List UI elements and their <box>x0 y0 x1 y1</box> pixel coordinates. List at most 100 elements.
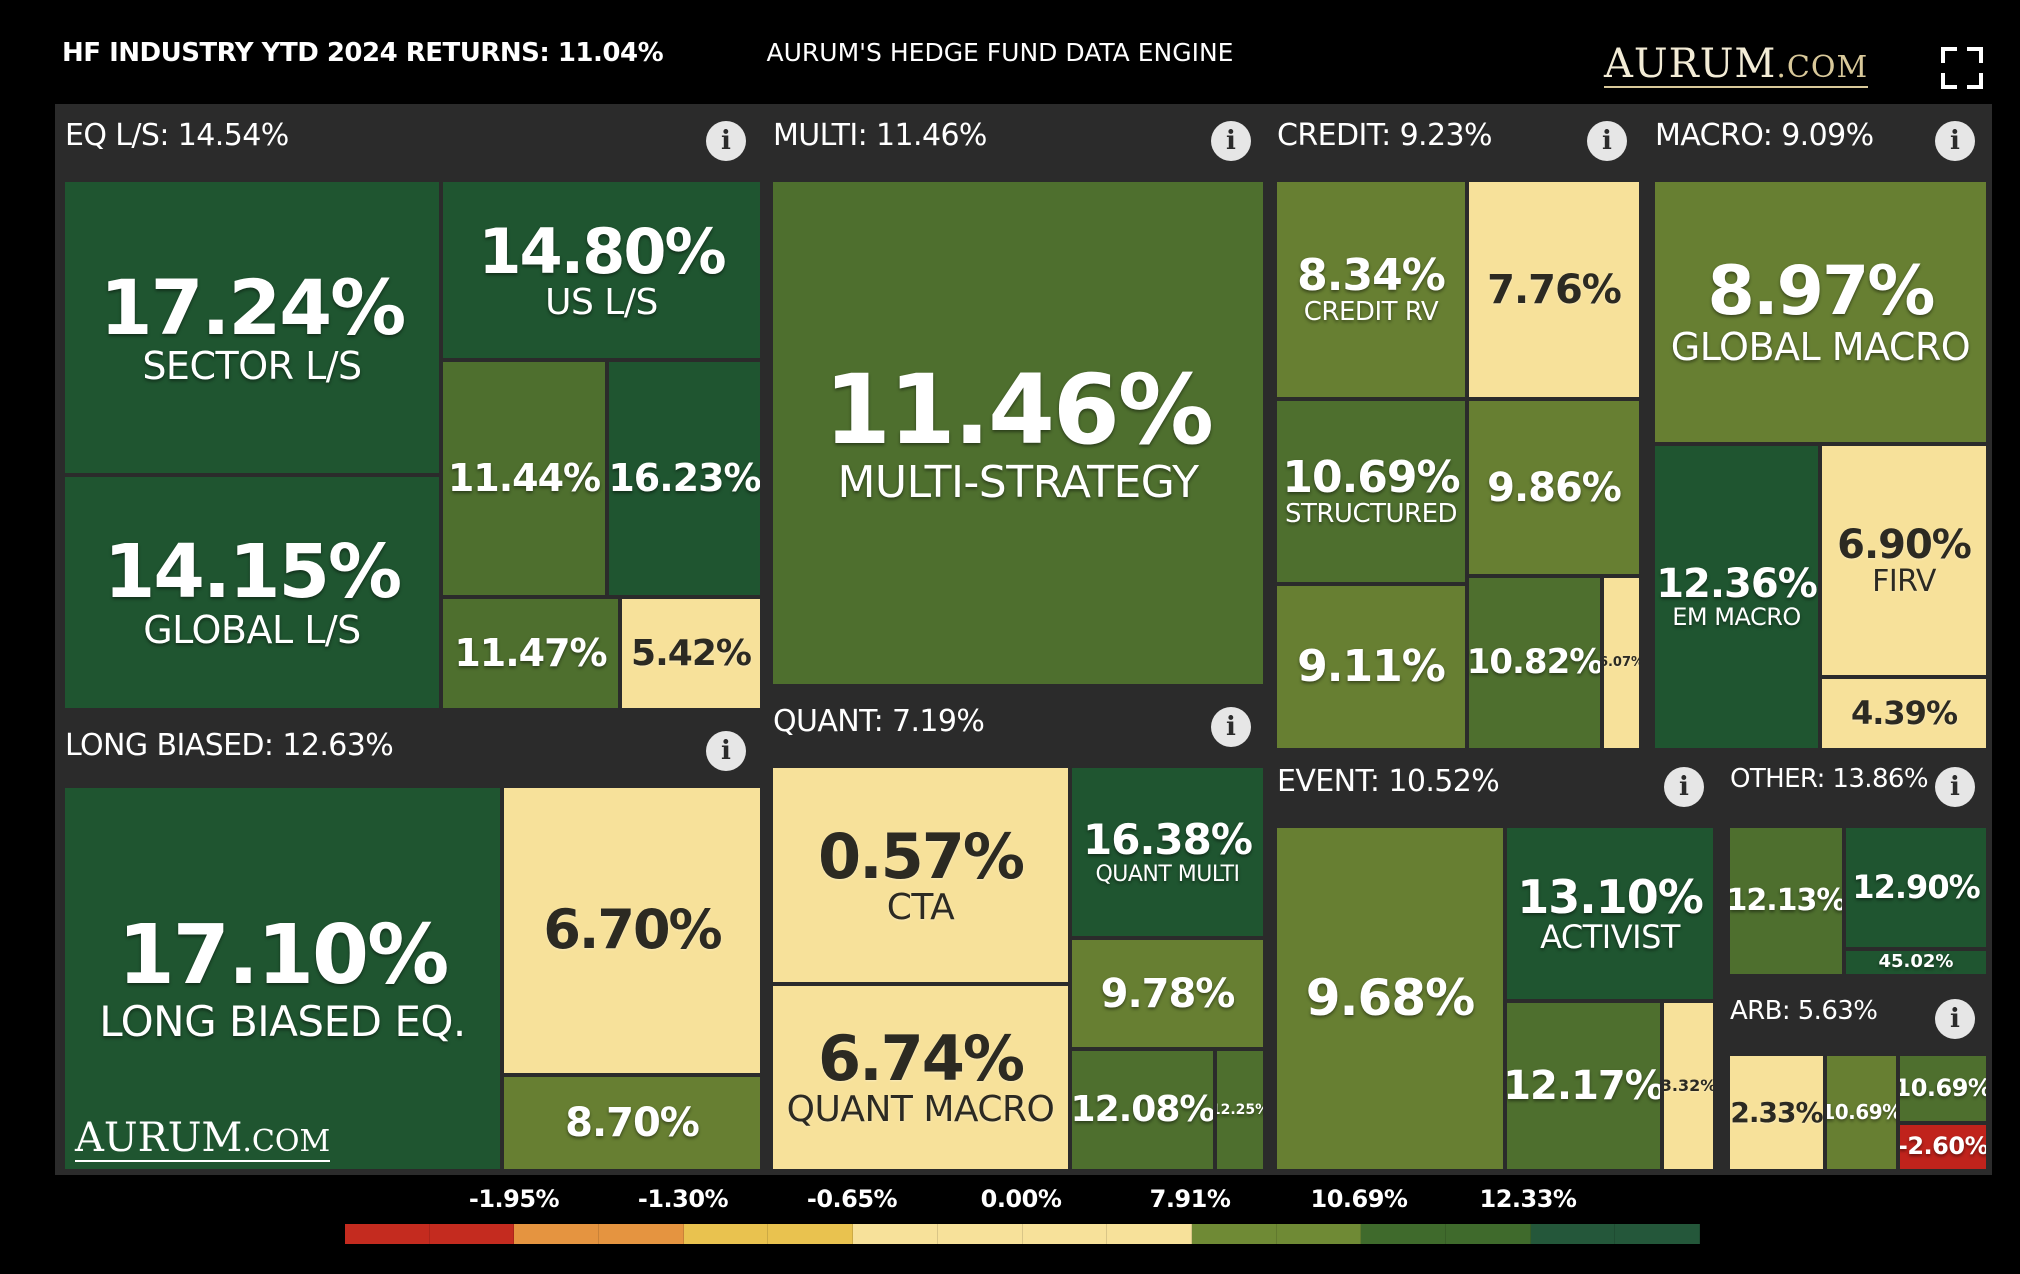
info-icon[interactable]: i <box>1935 999 1975 1039</box>
tile-macro-a[interactable]: 4.39% <box>1820 677 1988 750</box>
info-icon[interactable]: i <box>1935 767 1975 807</box>
tile-eq-a[interactable]: 11.44% <box>441 360 607 597</box>
tile-lb-a[interactable]: 6.70% <box>502 786 762 1075</box>
legend-color-scale <box>345 1224 1700 1244</box>
tile-value: 6.90% <box>1837 521 1972 568</box>
tile-other-c[interactable]: 45.02% <box>1844 949 1988 976</box>
tile-value: 12.17% <box>1505 1063 1662 1109</box>
tile-value: 4.39% <box>1850 693 1958 732</box>
tile-eq-c[interactable]: 11.47% <box>441 597 620 710</box>
tile-activist[interactable]: 13.10% ACTIVIST <box>1505 826 1715 1001</box>
tile-value: 6.74% <box>817 1022 1025 1096</box>
info-icon[interactable]: i <box>706 731 746 771</box>
legend-label: 10.69% <box>1310 1185 1408 1213</box>
tile-value: 45.02% <box>1878 951 1954 973</box>
tile-credit-b[interactable]: 9.86% <box>1467 399 1641 576</box>
tile-value: 11.47% <box>454 630 607 675</box>
tile-value: 6.70% <box>543 898 722 962</box>
info-icon[interactable]: i <box>1587 121 1627 161</box>
tile-credit-rv[interactable]: 8.34% CREDIT RV <box>1275 180 1467 399</box>
tile-eq-d[interactable]: 5.42% <box>620 597 762 710</box>
tile-value: 10.69% <box>1282 451 1460 503</box>
legend-label: -1.30% <box>637 1185 729 1213</box>
tile-name: STRUCTURED <box>1284 498 1458 529</box>
group-title-credit: CREDIT: 9.23% <box>1277 118 1492 153</box>
tile-value: 10.69% <box>1825 1100 1898 1124</box>
tile-em-macro[interactable]: 12.36% EM MACRO <box>1653 444 1820 750</box>
tile-global-macro[interactable]: 8.97% GLOBAL MACRO <box>1653 180 1988 444</box>
legend-swatch <box>768 1224 854 1244</box>
legend-swatch <box>514 1224 600 1244</box>
tile-event-a[interactable]: 9.68% <box>1275 826 1505 1171</box>
group-title-event: EVENT: 10.52% <box>1277 764 1500 799</box>
info-icon[interactable]: i <box>1211 121 1251 161</box>
tile-event-c[interactable]: 3.32% <box>1662 1001 1715 1171</box>
legend-swatch <box>1276 1224 1362 1244</box>
tile-value: 11.44% <box>447 455 601 500</box>
tile-arb-a[interactable]: 2.33% <box>1728 1054 1825 1171</box>
legend-swatch <box>1022 1224 1108 1244</box>
legend-label: 7.91% <box>1149 1185 1231 1213</box>
tile-quant-b[interactable]: 12.08% <box>1070 1049 1215 1171</box>
tile-value: 8.34% <box>1297 249 1446 301</box>
legend-swatch <box>429 1224 515 1244</box>
brand-suffix: .COM <box>1776 50 1869 85</box>
tile-value: 3.32% <box>1662 1075 1715 1095</box>
tile-name: GLOBAL L/S <box>143 608 361 653</box>
tile-sector-ls[interactable]: 17.24% SECTOR L/S <box>63 180 441 475</box>
tile-value: 8.70% <box>565 1100 700 1146</box>
tile-us-ls[interactable]: 14.80% US L/S <box>441 180 762 360</box>
page-title: AURUM'S HEDGE FUND DATA ENGINE <box>0 0 2000 105</box>
tile-name: GLOBAL MACRO <box>1670 324 1971 369</box>
tile-multi-strategy[interactable]: 11.46% MULTI-STRATEGY <box>771 180 1265 686</box>
tile-quant-c[interactable]: 12.25% <box>1215 1049 1265 1171</box>
tile-value: -2.60% <box>1898 1132 1988 1161</box>
tile-arb-c[interactable]: 10.69% <box>1898 1054 1988 1123</box>
group-title-eq-ls: EQ L/S: 14.54% <box>65 118 289 153</box>
tile-other-b[interactable]: 12.90% <box>1844 826 1988 949</box>
tile-name: FIRV <box>1872 563 1936 599</box>
tile-value: 10.69% <box>1898 1073 1988 1102</box>
tile-long-biased-eq[interactable]: 17.10% LONG BIASED EQ. <box>63 786 502 1171</box>
tile-structured[interactable]: 10.69% STRUCTURED <box>1275 399 1467 584</box>
tile-firv[interactable]: 6.90% FIRV <box>1820 444 1988 677</box>
tile-value: 13.10% <box>1517 869 1704 924</box>
tile-lb-b[interactable]: 8.70% <box>502 1075 762 1171</box>
tile-value: 6.07% <box>1604 655 1641 671</box>
tile-global-ls[interactable]: 14.15% GLOBAL L/S <box>63 475 441 710</box>
tile-eq-b[interactable]: 16.23% <box>607 360 762 597</box>
tile-quant-macro[interactable]: 6.74% QUANT MACRO <box>771 984 1070 1171</box>
tile-name: QUANT MULTI <box>1095 861 1240 887</box>
tile-arb-b[interactable]: 10.69% <box>1825 1054 1898 1171</box>
tile-credit-e[interactable]: 6.07% <box>1602 576 1641 750</box>
tile-event-b[interactable]: 12.17% <box>1505 1001 1662 1171</box>
tile-value: 12.90% <box>1852 867 1980 906</box>
legend-swatch <box>853 1224 938 1244</box>
tile-arb-d[interactable]: -2.60% <box>1898 1123 1988 1171</box>
tile-value: 12.36% <box>1656 561 1818 608</box>
tile-cta[interactable]: 0.57% CTA <box>771 766 1070 984</box>
tile-credit-d[interactable]: 10.82% <box>1467 576 1602 750</box>
brand-logo[interactable]: AURUM.COM <box>1604 44 1869 88</box>
tile-name: MULTI-STRATEGY <box>837 457 1199 509</box>
tile-value: 17.10% <box>117 908 450 1004</box>
legend-swatch <box>1191 1224 1277 1244</box>
legend-swatch <box>599 1224 684 1244</box>
legend-swatch <box>1530 1224 1616 1244</box>
watermark-suffix: .COM <box>242 1124 331 1159</box>
legend-swatch <box>683 1224 769 1244</box>
tile-credit-c[interactable]: 9.11% <box>1275 584 1467 750</box>
info-icon[interactable]: i <box>1664 767 1704 807</box>
watermark-logo: AURUM.COM <box>75 1118 331 1162</box>
tile-credit-a[interactable]: 7.76% <box>1467 180 1641 399</box>
info-icon[interactable]: i <box>1211 707 1251 747</box>
tile-other-a[interactable]: 12.13% <box>1728 826 1844 976</box>
fullscreen-icon[interactable] <box>1941 47 1983 89</box>
tile-quant-multi[interactable]: 16.38% QUANT MULTI <box>1070 766 1265 938</box>
tile-value: 16.38% <box>1083 815 1253 865</box>
treemap-board: EQ L/S: 14.54% i 17.24% SECTOR L/S 14.80… <box>55 104 1992 1175</box>
tile-name: EM MACRO <box>1672 603 1801 632</box>
tile-quant-a[interactable]: 9.78% <box>1070 938 1265 1049</box>
info-icon[interactable]: i <box>706 121 746 161</box>
info-icon[interactable]: i <box>1935 121 1975 161</box>
